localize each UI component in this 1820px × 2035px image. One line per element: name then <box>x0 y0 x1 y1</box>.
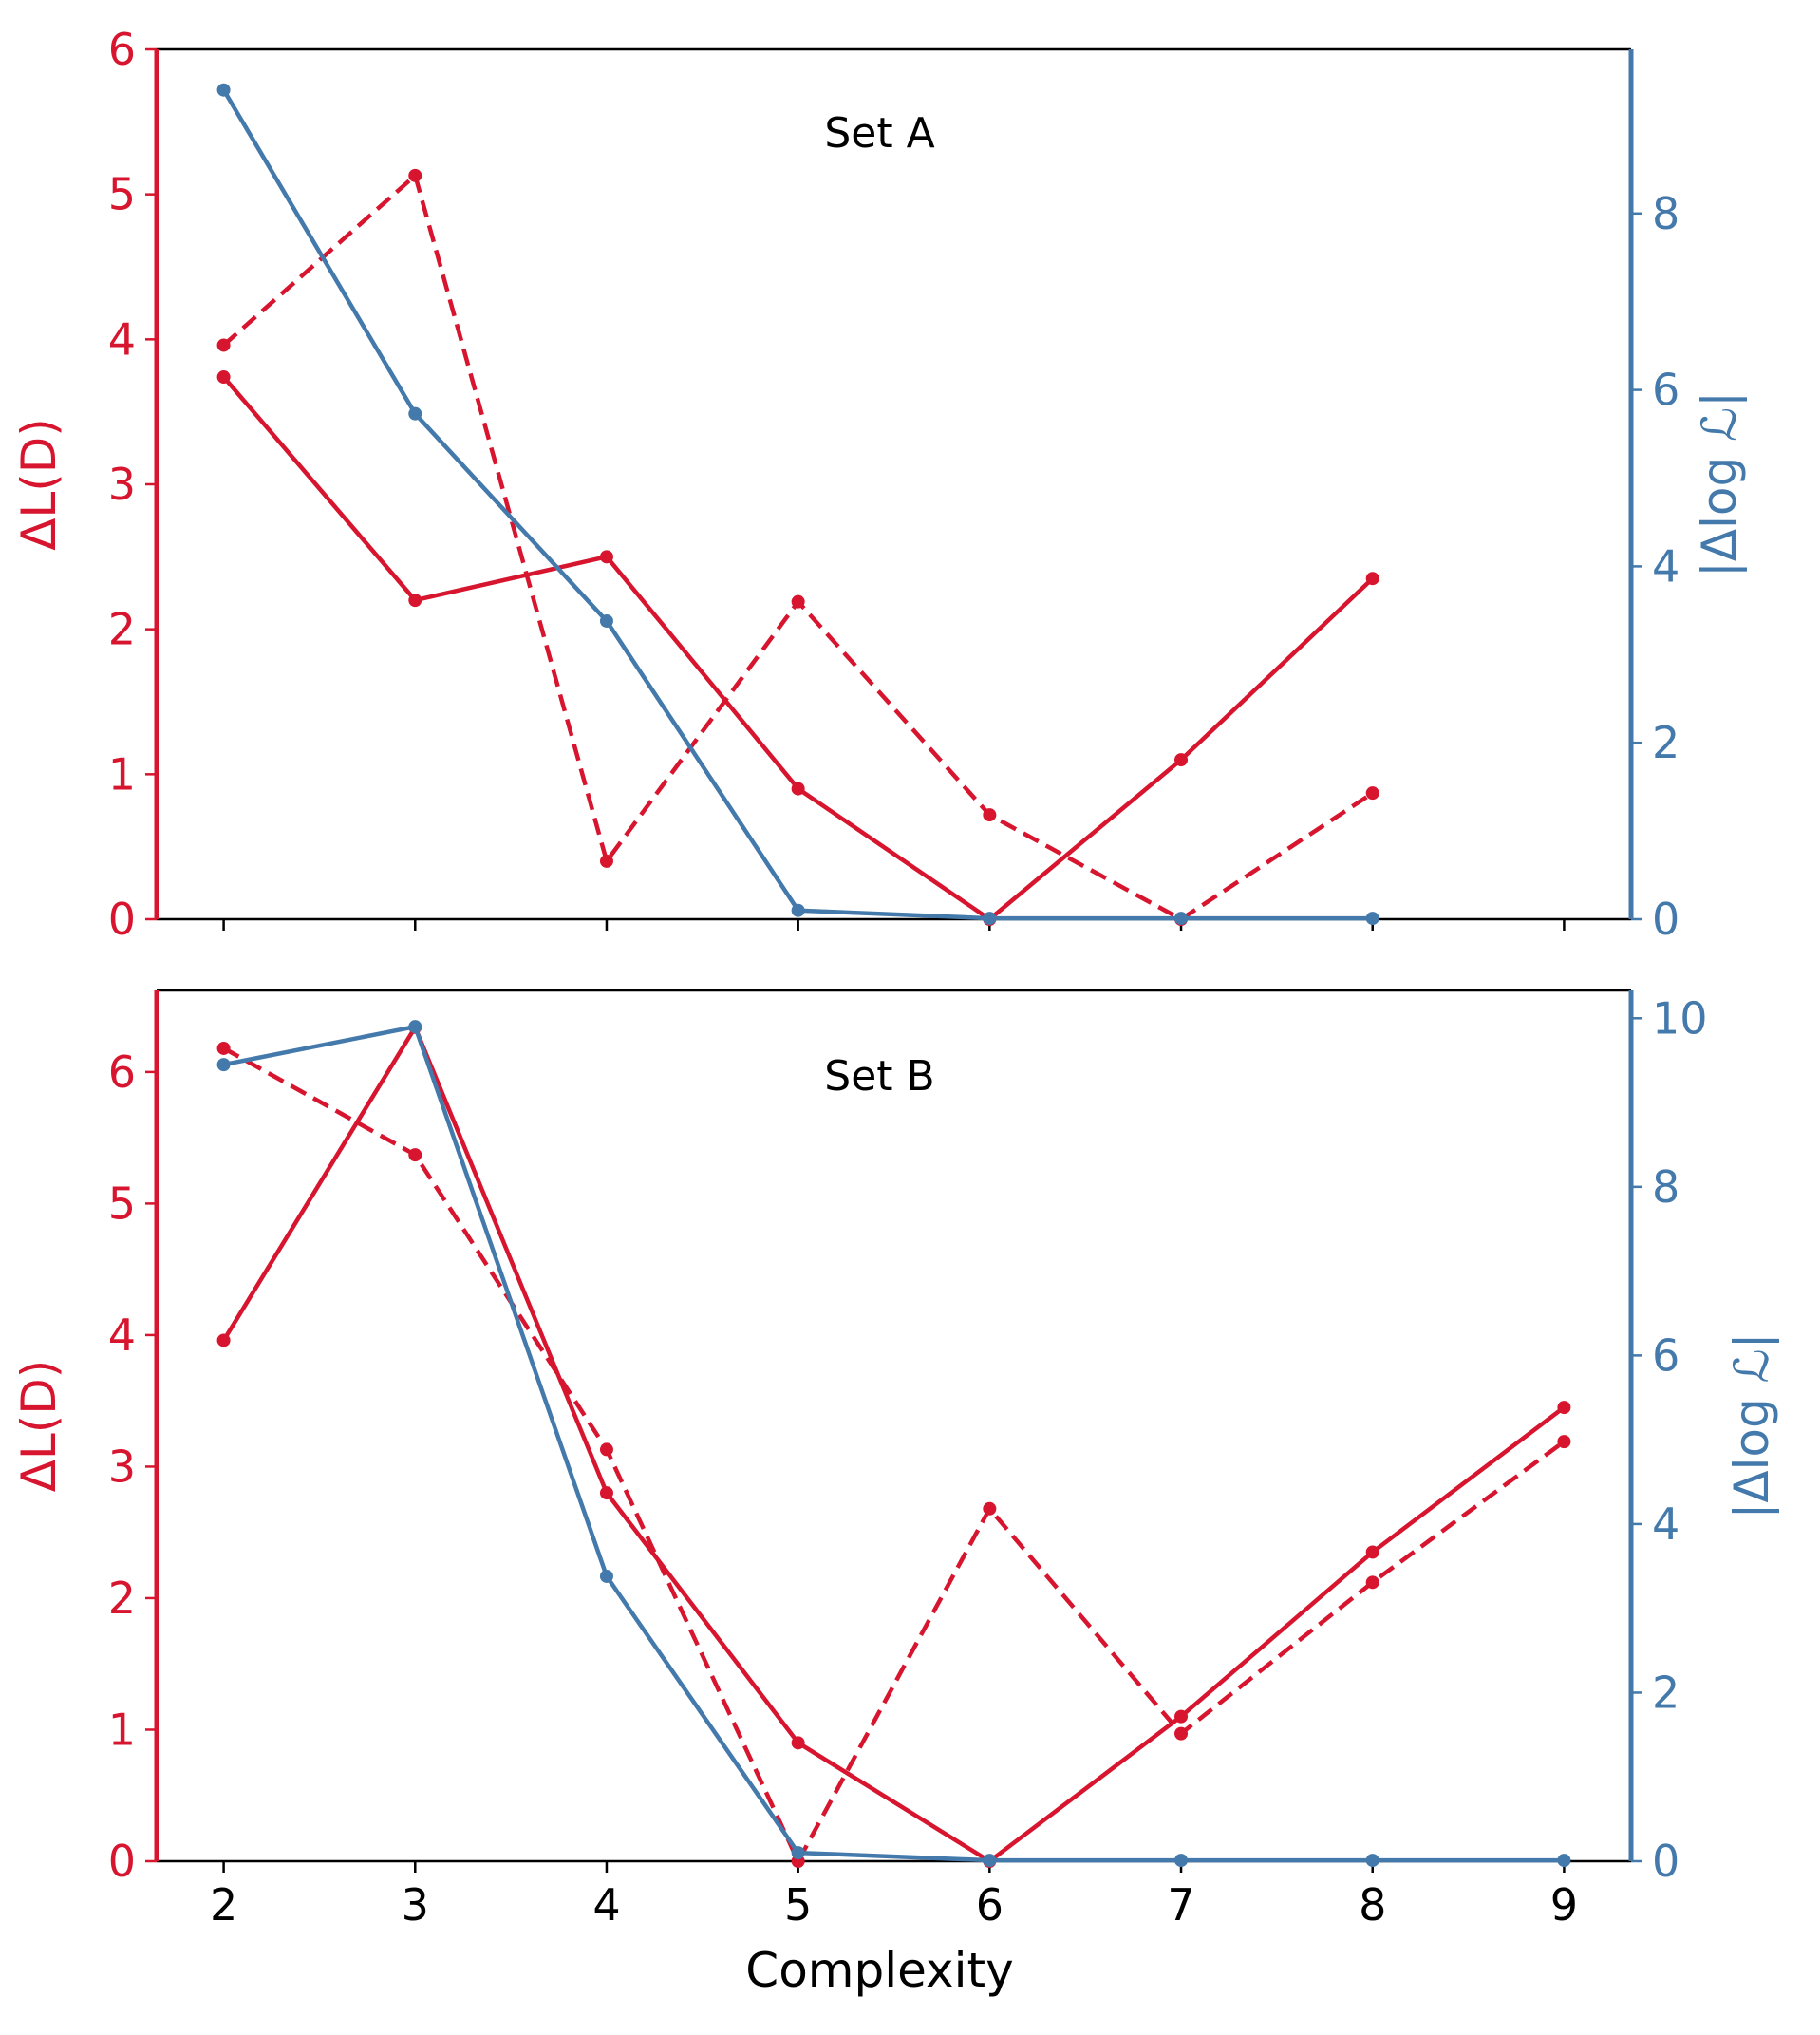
panel-title: Set B <box>824 1052 934 1101</box>
data-point <box>983 912 997 926</box>
y-tick-label: 3 <box>108 459 136 510</box>
y2-tick-label: 6 <box>1652 1329 1679 1381</box>
y2-tick-label: 0 <box>1652 894 1679 945</box>
data-point <box>408 1020 422 1034</box>
y-tick-label: 2 <box>108 604 136 655</box>
data-point <box>216 83 231 97</box>
data-point <box>791 1846 805 1860</box>
data-point <box>1365 912 1379 926</box>
data-point <box>216 338 231 352</box>
data-point <box>1365 1575 1379 1590</box>
y2-tick-label: 6 <box>1652 365 1679 416</box>
y2-tick-label: 8 <box>1652 1161 1679 1213</box>
data-point <box>599 1569 613 1583</box>
x-tick-label: 2 <box>210 1879 237 1931</box>
panel-set-b: 2 3 4 5 6 7 8 9 0 1 2 3 4 5 6 0 2 4 6 8 10 ΔL(D) |Δlog ℒ| Set B… <box>11 989 1779 1998</box>
y-tick-label: 5 <box>108 1178 136 1229</box>
data-point <box>408 1148 422 1162</box>
data-point <box>983 808 997 822</box>
data-point <box>599 854 613 868</box>
series-line-left-dashed <box>222 173 1374 922</box>
x-axis-label: Complexity <box>745 1943 1013 1998</box>
data-point <box>599 613 613 628</box>
x-tick-label: 6 <box>976 1879 1004 1931</box>
panel-title: Set A <box>824 109 934 158</box>
y2-tick-label: 0 <box>1652 1836 1679 1887</box>
y2-tick-label: 2 <box>1652 717 1679 768</box>
x-tick-label: 4 <box>592 1879 620 1931</box>
y-tick-label: 5 <box>108 169 136 220</box>
y2-tick-label: 10 <box>1652 992 1708 1044</box>
y-tick-label: 4 <box>108 1310 136 1361</box>
data-point <box>599 1486 613 1500</box>
data-point <box>1365 786 1379 801</box>
y-tick-label: 1 <box>108 748 136 800</box>
x-tick-label: 9 <box>1550 1879 1578 1931</box>
y2-axis-label: |Δlog ℒ| <box>1692 391 1747 577</box>
data-point <box>1174 912 1189 926</box>
y-tick-label: 6 <box>108 1046 136 1098</box>
series-line-left-solid <box>221 375 1375 922</box>
y2-axis-label: |Δlog ℒ| <box>1724 1332 1779 1518</box>
x-tick-label: 3 <box>402 1879 429 1931</box>
data-point <box>216 370 231 385</box>
data-point <box>216 1041 231 1055</box>
data-point <box>1557 1401 1571 1415</box>
series-line-left-solid <box>221 1025 1566 1864</box>
data-point <box>408 594 422 608</box>
y2-tick-label: 4 <box>1652 540 1679 592</box>
data-point <box>1174 753 1189 767</box>
y-tick-label: 0 <box>108 1836 136 1887</box>
data-point <box>983 1501 997 1516</box>
series-line-left-dashed <box>222 1046 1566 1864</box>
data-point <box>1174 1709 1189 1724</box>
data-point <box>1365 1854 1379 1868</box>
data-point <box>791 1736 805 1750</box>
y2-tick-label: 8 <box>1652 188 1679 239</box>
data-point <box>599 550 613 564</box>
y-tick-label: 3 <box>108 1441 136 1492</box>
data-point <box>1174 1726 1189 1741</box>
y2-tick-label: 4 <box>1652 1498 1679 1550</box>
data-point <box>216 1058 231 1072</box>
data-point <box>1365 572 1379 586</box>
y-tick-label: 0 <box>108 894 136 945</box>
y-axis-label: ΔL(D) <box>11 418 66 551</box>
y-tick-label: 6 <box>108 24 136 75</box>
x-tick-label: 5 <box>784 1879 812 1931</box>
y-axis-label: ΔL(D) <box>11 1360 66 1493</box>
x-tick-label: 8 <box>1359 1879 1386 1931</box>
data-point <box>408 168 422 182</box>
panel-set-a: 0 1 2 3 4 5 6 0 2 4 6 8 ΔL(D) |Δlog ℒ| Set A <box>11 24 1747 945</box>
series-line-right-solid <box>223 1024 1565 1863</box>
data-point <box>983 1854 997 1868</box>
y2-tick-label: 2 <box>1652 1667 1679 1718</box>
data-point <box>1557 1435 1571 1449</box>
data-point <box>216 1333 231 1347</box>
data-point <box>1557 1854 1571 1868</box>
x-tick-label: 7 <box>1167 1879 1194 1931</box>
data-point <box>408 406 422 421</box>
y-tick-label: 2 <box>108 1573 136 1624</box>
data-point <box>791 782 805 796</box>
data-point <box>791 903 805 917</box>
data-point <box>1365 1545 1379 1559</box>
data-point <box>791 594 805 609</box>
y-tick-label: 4 <box>108 313 136 365</box>
data-point <box>599 1442 613 1457</box>
data-point <box>1174 1854 1189 1868</box>
y-tick-label: 1 <box>108 1704 136 1755</box>
